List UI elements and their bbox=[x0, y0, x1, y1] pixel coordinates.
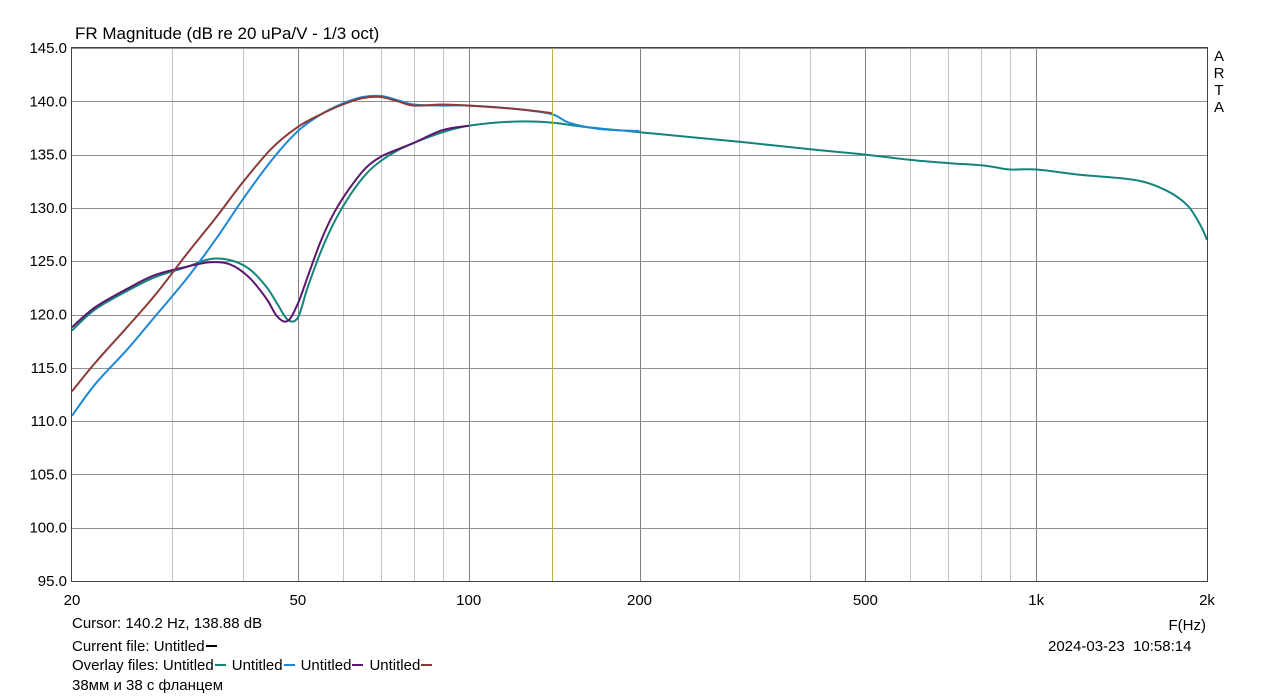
y-tick-label: 120.0 bbox=[29, 307, 67, 324]
x-axis: 20 50 100 200 500 1k 2k bbox=[64, 592, 1216, 609]
series-lines bbox=[71, 94, 1208, 417]
comment-text: 38мм и 38 с фланцем bbox=[72, 677, 224, 694]
time-text: 10:58:14 bbox=[1133, 638, 1192, 655]
y-tick-label: 140.0 bbox=[29, 93, 67, 110]
x-tick-label: 20 bbox=[64, 592, 81, 609]
y-tick-label: 105.0 bbox=[29, 466, 67, 483]
brand-letter: R bbox=[1213, 65, 1225, 82]
overlay-file-name: Untitled bbox=[300, 657, 352, 674]
series-line bbox=[71, 95, 552, 392]
x-tick-label: 50 bbox=[289, 592, 306, 609]
x-tick-label: 2k bbox=[1199, 592, 1215, 609]
current-file-swatch bbox=[205, 645, 217, 648]
arta-brand: A R T A bbox=[1212, 48, 1226, 116]
grid bbox=[72, 48, 1207, 582]
y-tick-label: 135.0 bbox=[29, 147, 67, 164]
overlay-swatch bbox=[283, 664, 295, 667]
overlay-swatch bbox=[214, 664, 226, 667]
y-axis: 95.0 100.0 105.0 110.0 115.0 120.0 125.0 130.0 1… bbox=[29, 40, 67, 590]
cursor-readout: Cursor: 140.2 Hz, 138.88 dB bbox=[72, 615, 263, 632]
overlay-file-name: Untitled bbox=[162, 657, 214, 674]
series-line bbox=[71, 124, 469, 329]
x-tick-label: 1k bbox=[1028, 592, 1044, 609]
x-tick-label: 200 bbox=[627, 592, 652, 609]
x-tick-label: 500 bbox=[853, 592, 878, 609]
series-line bbox=[71, 94, 640, 417]
y-tick-label: 125.0 bbox=[29, 253, 67, 270]
overlay-file-name: Untitled bbox=[369, 657, 421, 674]
brand-letter: A bbox=[1213, 99, 1224, 116]
y-tick-label: 115.0 bbox=[31, 360, 67, 377]
overlay-swatch bbox=[352, 664, 364, 667]
current-file: Current file: Untitled bbox=[72, 638, 223, 656]
overlay-file-name: Untitled bbox=[231, 657, 283, 674]
brand-letter: T bbox=[1214, 82, 1224, 99]
overlay-files: Overlay files: Untitled Untitled Untitled U… bbox=[72, 657, 438, 675]
overlay-label: Overlay files: bbox=[72, 657, 159, 674]
current-file-label: Current file: Untitled bbox=[72, 638, 205, 655]
y-tick-label: 145.0 bbox=[29, 40, 67, 57]
x-tick-label: 100 bbox=[456, 592, 481, 609]
brand-letter: A bbox=[1213, 48, 1224, 65]
date-text: 2024-03-23 bbox=[1048, 638, 1125, 655]
x-axis-label: F(Hz) bbox=[1169, 617, 1207, 634]
y-tick-label: 95.0 bbox=[38, 573, 67, 590]
y-tick-label: 100.0 bbox=[29, 520, 67, 537]
plot-frame bbox=[71, 47, 1208, 582]
y-tick-label: 130.0 bbox=[29, 200, 67, 217]
y-tick-label: 110.0 bbox=[31, 413, 67, 430]
timestamp: 2024-03-23 10:58:14 bbox=[1048, 638, 1191, 656]
overlay-swatch bbox=[421, 664, 433, 667]
chart-title: FR Magnitude (dB re 20 uPa/V - 1/3 oct) bbox=[75, 24, 379, 43]
